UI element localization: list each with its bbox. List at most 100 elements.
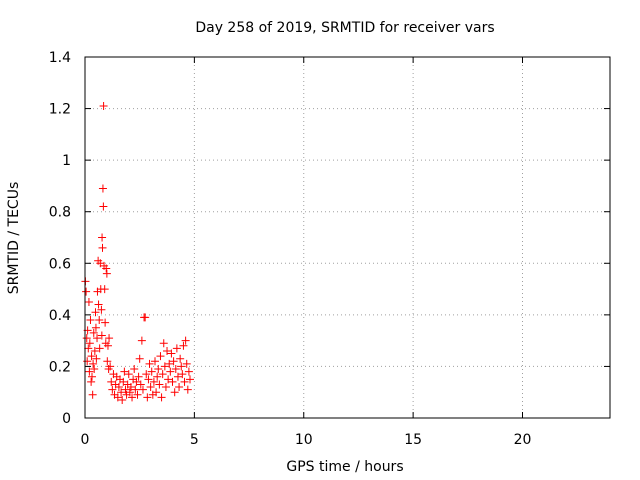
data-point bbox=[161, 383, 170, 392]
y-tick-label: 1.4 bbox=[49, 50, 71, 66]
data-point bbox=[99, 101, 108, 110]
data-point bbox=[166, 367, 175, 376]
data-point bbox=[82, 334, 91, 343]
data-point bbox=[97, 331, 106, 340]
data-point bbox=[103, 357, 112, 366]
data-point bbox=[102, 269, 111, 278]
data-point bbox=[142, 370, 151, 379]
data-point bbox=[98, 243, 107, 252]
data-point bbox=[84, 297, 93, 306]
data-point bbox=[164, 375, 173, 384]
x-tick-label: 10 bbox=[295, 432, 313, 448]
y-tick-label: 1.2 bbox=[49, 102, 71, 118]
data-point bbox=[95, 316, 104, 325]
data-point bbox=[101, 318, 110, 327]
data-point bbox=[175, 383, 184, 392]
data-point bbox=[177, 362, 186, 371]
data-point bbox=[154, 365, 163, 374]
data-point bbox=[176, 354, 185, 363]
y-tick-label: 0 bbox=[62, 411, 71, 427]
x-tick-label: 15 bbox=[404, 432, 422, 448]
y-tick-label: 0.8 bbox=[49, 205, 71, 221]
plot-frame bbox=[84, 56, 611, 419]
data-point bbox=[181, 336, 190, 345]
data-point bbox=[170, 388, 179, 397]
data-point bbox=[98, 233, 107, 242]
data-point bbox=[90, 346, 99, 355]
data-point bbox=[82, 287, 91, 296]
data-point bbox=[91, 323, 100, 332]
data-point bbox=[151, 357, 159, 366]
data-point bbox=[119, 377, 128, 386]
scatter-markers bbox=[81, 101, 194, 404]
data-point bbox=[171, 365, 180, 374]
data-point bbox=[159, 339, 168, 348]
data-point bbox=[141, 313, 150, 322]
data-point bbox=[94, 300, 103, 309]
chart-title: Day 258 of 2019, SRMTID for receiver var… bbox=[195, 20, 494, 36]
data-point bbox=[145, 359, 154, 368]
data-point bbox=[100, 285, 109, 294]
x-tick-label: 20 bbox=[514, 432, 532, 448]
data-point bbox=[106, 362, 115, 371]
data-point bbox=[108, 385, 117, 394]
data-point bbox=[85, 367, 94, 376]
data-point bbox=[130, 365, 139, 374]
data-point bbox=[152, 388, 161, 397]
y-tick-label: 0.2 bbox=[49, 359, 71, 375]
y-tick-label: 0.6 bbox=[49, 256, 71, 272]
data-point bbox=[125, 388, 134, 397]
data-point bbox=[180, 377, 189, 386]
data-point bbox=[99, 202, 108, 211]
y-axis-label: SRMTID / TECUs bbox=[6, 182, 22, 295]
data-point bbox=[183, 385, 192, 394]
data-point bbox=[102, 264, 111, 273]
data-point bbox=[134, 372, 143, 381]
data-point bbox=[87, 377, 96, 386]
data-point bbox=[93, 334, 102, 343]
data-point bbox=[88, 372, 96, 381]
data-point bbox=[131, 385, 140, 394]
data-point bbox=[113, 393, 122, 402]
data-point bbox=[173, 372, 182, 381]
data-point bbox=[146, 383, 155, 392]
data-point bbox=[153, 372, 162, 381]
data-point bbox=[105, 334, 114, 343]
data-point bbox=[84, 344, 93, 353]
x-axis-label: GPS time / hours bbox=[286, 459, 403, 475]
data-point bbox=[157, 393, 166, 402]
data-point bbox=[114, 383, 123, 392]
data-point bbox=[124, 370, 133, 379]
data-point bbox=[165, 359, 174, 368]
data-point bbox=[87, 352, 96, 361]
data-point bbox=[89, 328, 98, 337]
data-point bbox=[137, 336, 146, 345]
data-point bbox=[184, 367, 193, 376]
data-point bbox=[186, 375, 194, 384]
data-point bbox=[135, 354, 144, 363]
data-point bbox=[97, 305, 106, 314]
data-point bbox=[132, 377, 141, 386]
data-point bbox=[103, 341, 112, 350]
data-point bbox=[138, 385, 147, 394]
data-point bbox=[169, 357, 178, 366]
data-point bbox=[136, 380, 145, 389]
data-point bbox=[178, 370, 187, 379]
data-point bbox=[144, 375, 153, 384]
y-tick-label: 0.4 bbox=[49, 308, 71, 324]
data-point bbox=[149, 377, 158, 386]
y-tick-label: 1 bbox=[62, 153, 71, 169]
data-point bbox=[95, 344, 104, 353]
data-point bbox=[85, 339, 94, 348]
data-point bbox=[143, 393, 152, 402]
data-point bbox=[120, 367, 129, 376]
data-point bbox=[182, 359, 191, 368]
data-point bbox=[160, 362, 169, 371]
data-point bbox=[128, 393, 137, 402]
data-point bbox=[107, 377, 116, 386]
data-point bbox=[118, 395, 127, 404]
grid-lines bbox=[85, 57, 610, 418]
data-point bbox=[163, 346, 172, 355]
data-point bbox=[167, 349, 176, 358]
